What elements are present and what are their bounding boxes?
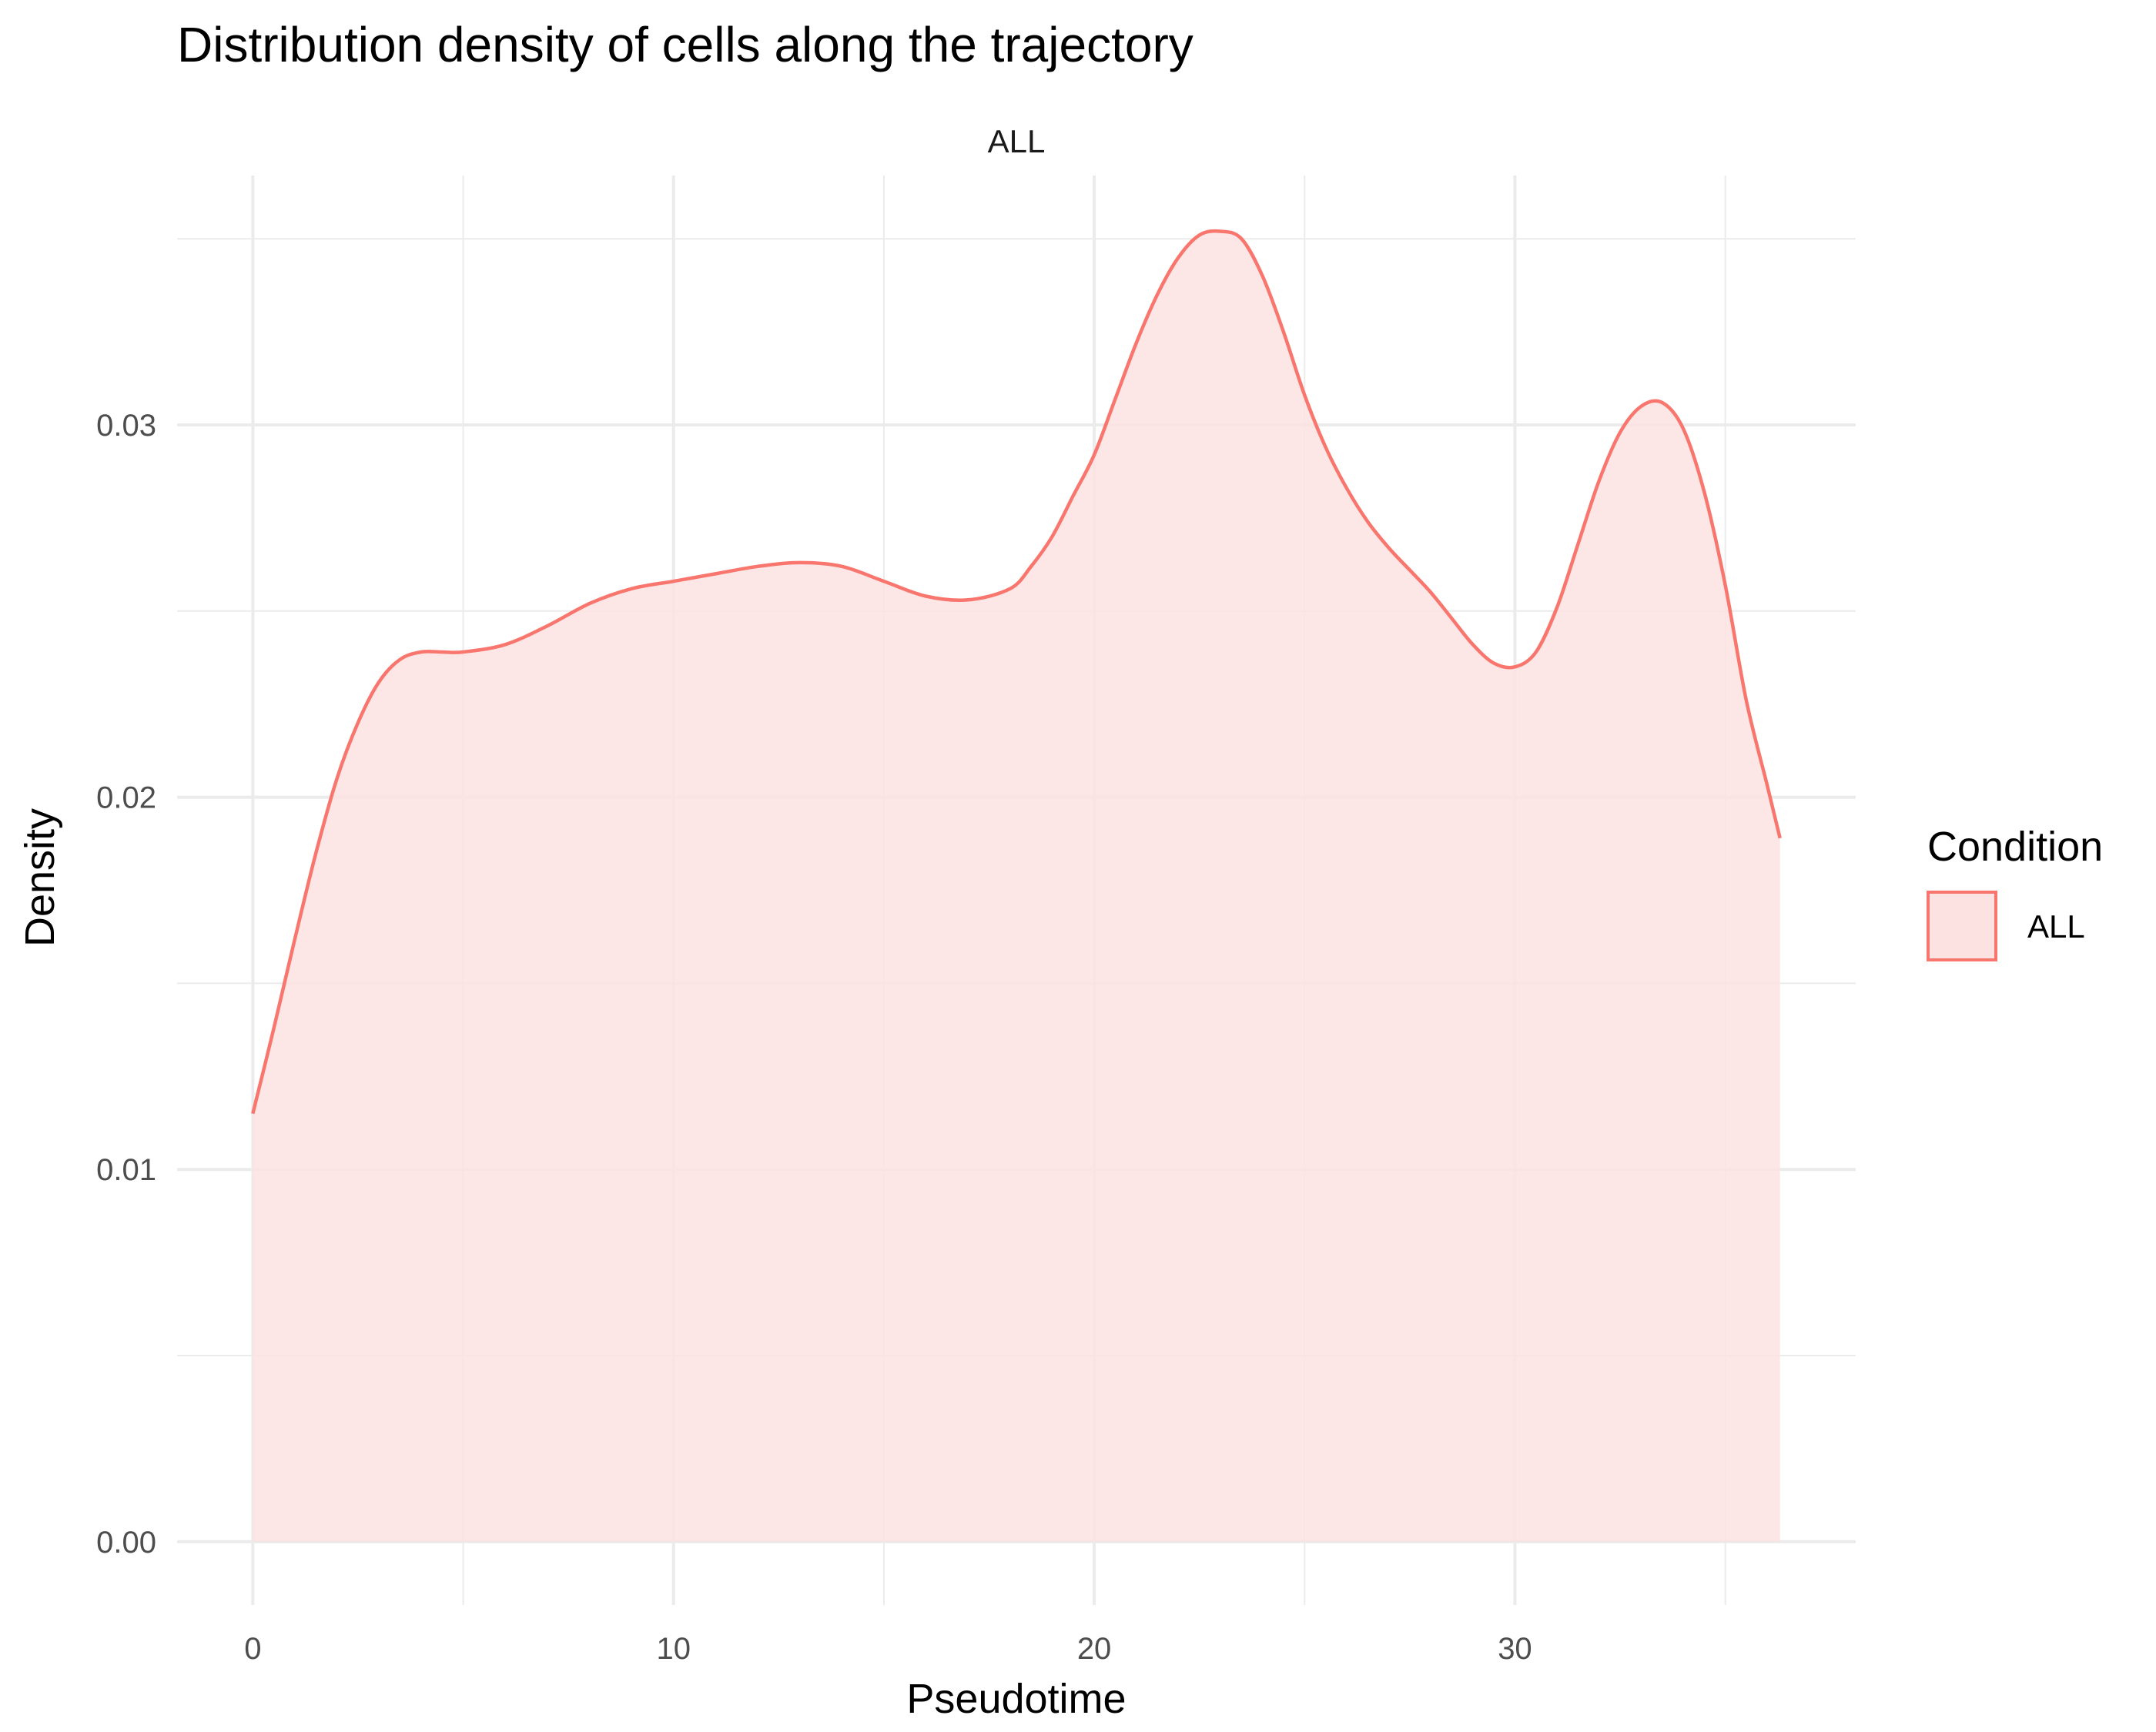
x-tick-label: 0 [244,1632,261,1666]
y-tick-label: 0.00 [96,1526,156,1560]
density-curve [251,229,1782,1115]
x-axis-title: Pseudotime [906,1676,1126,1722]
x-axis-ticks: 0 10 20 30 [244,1632,1532,1666]
density-area-fill [253,231,1780,1542]
x-tick-label: 20 [1077,1632,1112,1666]
legend: Condition ALL [1927,824,2103,961]
series-layer [251,229,1782,1542]
chart-title: Distribution density of cells along the … [177,17,1194,72]
y-axis-title: Density [17,808,63,947]
x-tick-label: 10 [656,1632,691,1666]
y-axis-ticks: 0.00 0.01 0.02 0.03 [96,409,156,1560]
legend-title: Condition [1927,824,2103,870]
legend-key-all [1927,891,1997,961]
legend-label-all: ALL [2027,908,2085,945]
y-tick-label: 0.03 [96,409,156,443]
x-tick-label: 30 [1498,1632,1532,1666]
y-tick-label: 0.02 [96,781,156,815]
y-tick-label: 0.01 [96,1153,156,1187]
facet-strip-label: ALL [988,123,1046,159]
